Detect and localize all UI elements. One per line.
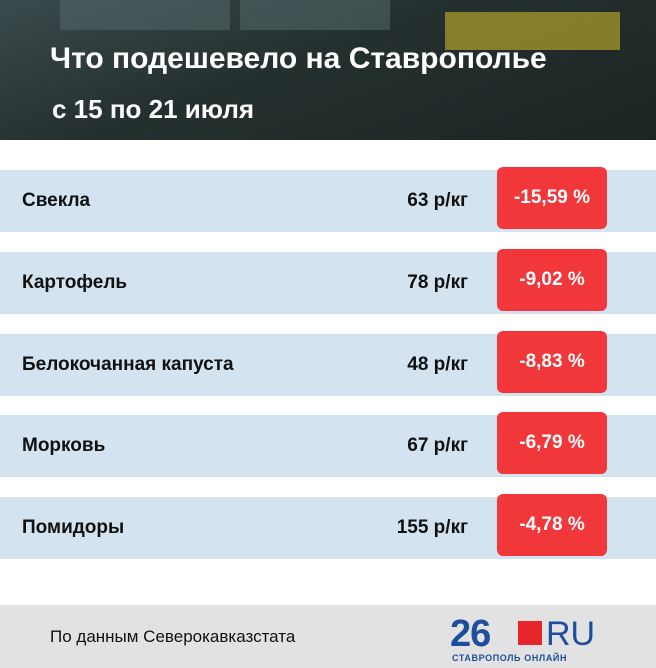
price: 78 р/кг xyxy=(407,272,468,293)
header: Что подешевело на Ставрополье с 15 по 21… xyxy=(0,0,656,140)
logo-caption: СТАВРОПОЛЬ ОНЛАЙН xyxy=(452,653,568,663)
photo-shape xyxy=(60,0,230,30)
footer: По данным Северокавказстата 26 RU СТАВРО… xyxy=(0,605,656,668)
price-change: -8,83 % xyxy=(497,331,607,393)
source: По данным Северокавказстата xyxy=(50,627,296,646)
table-row: Свекла 63 р/кг -15,59 % xyxy=(0,167,656,232)
logo-domain: RU xyxy=(546,615,596,653)
table-row: Помидоры 155 р/кг -4,78 % xyxy=(0,494,656,559)
title: Что подешевело на Ставрополье xyxy=(50,42,547,75)
logo-square xyxy=(518,621,542,645)
price-change: -6,79 % xyxy=(497,412,607,474)
product-name: Помидоры xyxy=(22,517,125,538)
table-row: Морковь 67 р/кг -6,79 % xyxy=(0,412,656,477)
product-name: Свекла xyxy=(22,190,91,211)
table-row: Картофель 78 р/кг -9,02 % xyxy=(0,249,656,314)
price-change: -9,02 % xyxy=(497,249,607,311)
product-name: Картофель xyxy=(22,272,128,293)
product-name: Белокочанная капуста xyxy=(22,354,234,375)
price: 63 р/кг xyxy=(407,190,468,211)
product-name: Морковь xyxy=(22,435,106,456)
price-change: -15,59 % xyxy=(497,167,607,229)
price: 155 р/кг xyxy=(396,517,468,538)
price: 67 р/кг xyxy=(407,435,468,456)
price: 48 р/кг xyxy=(407,354,468,375)
logo-number: 26 xyxy=(450,613,491,655)
table-row: Белокочанная капуста 48 р/кг -8,83 % xyxy=(0,331,656,396)
photo-shape xyxy=(445,12,620,50)
photo-shape xyxy=(240,0,390,30)
price-change: -4,78 % xyxy=(497,494,607,556)
subtitle: с 15 по 21 июля xyxy=(52,94,255,124)
